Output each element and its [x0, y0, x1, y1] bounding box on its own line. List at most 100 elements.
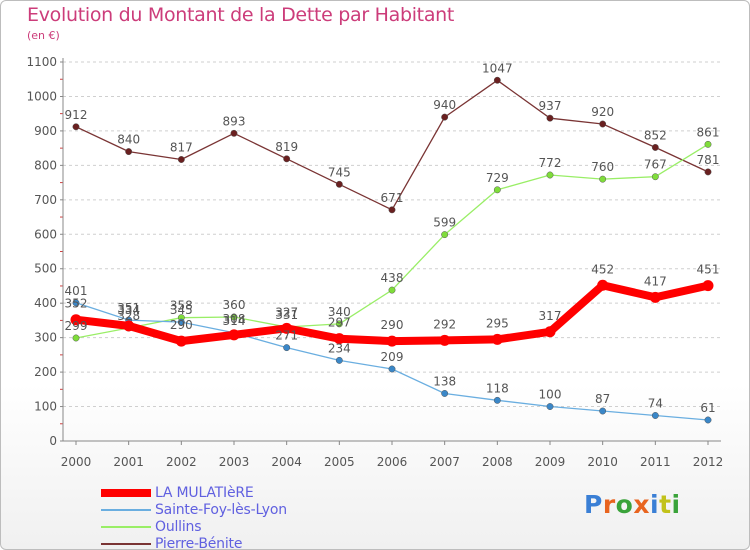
brand-letter: P	[584, 490, 603, 519]
brand-letter: t	[659, 490, 672, 519]
data-label: 234	[328, 341, 351, 355]
brand-letter: x	[633, 490, 650, 519]
data-point	[491, 333, 503, 345]
data-point	[599, 175, 607, 183]
brand-letter: i	[671, 490, 681, 519]
data-point	[599, 407, 607, 415]
data-label: 772	[539, 156, 562, 170]
y-tick-label: 700	[34, 193, 57, 207]
data-label: 940	[433, 98, 456, 112]
data-label: 138	[433, 374, 456, 388]
chart-title: Evolution du Montant de la Dette par Hab…	[27, 4, 455, 26]
data-point	[335, 356, 343, 364]
x-tick-label: 2001	[113, 455, 144, 469]
data-point	[704, 168, 712, 176]
legend-label: LA MULATIèRE	[155, 485, 254, 501]
x-tick-label: 2008	[482, 455, 513, 469]
legend-swatch	[101, 509, 151, 511]
data-point	[230, 313, 238, 321]
data-label: 292	[433, 317, 456, 331]
data-label: 760	[591, 160, 614, 174]
axes: 0 100 200 300 400 500 600 700 800 900 1000 1100 2000…	[26, 55, 723, 469]
data-label: 920	[591, 105, 614, 119]
x-tick-label: 2002	[166, 455, 197, 469]
data-point	[388, 365, 396, 373]
data-point	[123, 320, 135, 332]
data-label: 358	[170, 299, 193, 313]
data-point	[335, 180, 343, 188]
data-point	[283, 344, 291, 352]
data-label: 819	[275, 140, 298, 154]
brand-letter: r	[602, 490, 616, 519]
data-label: 331	[275, 308, 298, 322]
y-tick-label: 400	[34, 296, 57, 310]
data-point	[70, 314, 82, 326]
data-point	[702, 280, 714, 292]
x-tick-label: 2011	[640, 455, 671, 469]
data-point	[177, 156, 185, 163]
data-point	[388, 286, 396, 294]
data-point	[546, 403, 554, 410]
data-label: 451	[697, 263, 720, 277]
data-label: 893	[223, 114, 246, 128]
data-point	[230, 129, 238, 137]
data-label: 74	[648, 397, 663, 411]
data-point	[651, 143, 659, 151]
data-label: 327	[275, 305, 298, 319]
data-label: 314	[223, 314, 246, 328]
legend-swatch	[101, 526, 151, 528]
data-point	[597, 279, 609, 291]
y-tick-label: 500	[34, 262, 57, 276]
data-labels: 912 840 817 893 819 745 671 940 1047 937 920 852 781…	[65, 61, 720, 415]
data-label: 340	[328, 305, 351, 319]
data-label: 599	[433, 216, 456, 230]
x-tick-label: 2010	[587, 455, 618, 469]
data-point	[546, 114, 554, 122]
data-label: 937	[539, 99, 562, 113]
data-point	[175, 335, 187, 347]
data-point	[228, 329, 240, 341]
data-point	[72, 123, 80, 131]
data-label: 351	[117, 301, 140, 315]
data-label: 781	[697, 153, 720, 167]
data-point	[72, 299, 80, 307]
data-point	[335, 320, 343, 328]
data-label: 438	[381, 271, 404, 285]
data-label: 87	[595, 392, 610, 406]
data-label: 118	[486, 381, 509, 395]
legend-item: Oullins	[101, 519, 361, 535]
data-label: 271	[275, 329, 298, 343]
data-label: 299	[65, 319, 88, 333]
x-tick-label: 2004	[271, 455, 302, 469]
y-tick-label: 100	[34, 400, 57, 414]
y-tick-label: 300	[34, 331, 57, 345]
data-point	[704, 416, 712, 424]
series-points	[70, 76, 714, 424]
data-point	[441, 113, 449, 121]
data-point	[388, 206, 396, 214]
data-label: 334	[117, 303, 140, 317]
data-point	[544, 326, 556, 338]
data-point	[599, 120, 607, 128]
data-point	[386, 335, 398, 347]
data-label: 817	[170, 141, 193, 155]
brand-letter: o	[615, 490, 634, 519]
data-point	[651, 173, 659, 181]
legend-item: LA MULATIèRE	[101, 485, 361, 501]
legend-swatch	[101, 489, 151, 497]
data-label: 328	[117, 309, 140, 323]
data-point	[283, 155, 291, 163]
data-label: 745	[328, 165, 351, 179]
data-label: 345	[170, 303, 193, 317]
data-point	[333, 333, 345, 345]
y-tick-label: 900	[34, 124, 57, 138]
y-tick-label: 200	[34, 365, 57, 379]
data-label: 671	[381, 191, 404, 205]
legend-item: Sainte-Foy-lès-Lyon	[101, 502, 361, 518]
data-point	[493, 76, 501, 84]
data-label: 290	[170, 318, 193, 332]
data-label: 352	[65, 297, 88, 311]
data-label: 209	[381, 350, 404, 364]
legend-item: Pierre-Bénite	[101, 536, 361, 549]
